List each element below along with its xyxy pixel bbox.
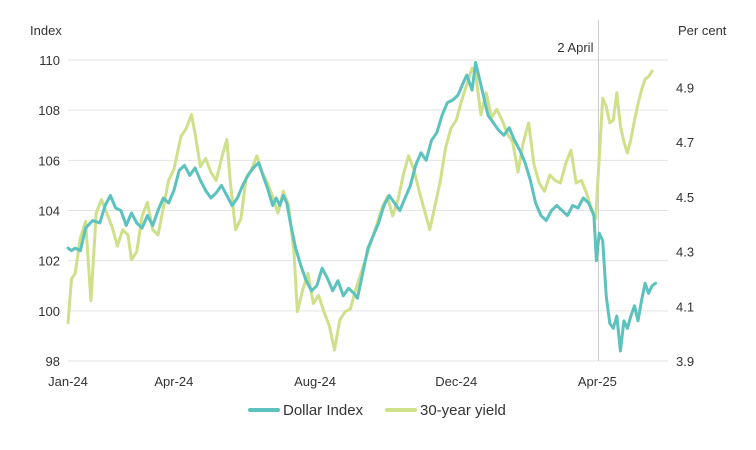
right-tick-label: 3.9 — [676, 354, 694, 369]
annotation-layer: 2 April — [557, 20, 599, 361]
x-tick-label: Aug-24 — [294, 374, 336, 389]
x-tick-label: Dec-24 — [435, 374, 477, 389]
x-tick-label: Jan-24 — [48, 374, 88, 389]
right-tick-label: 4.1 — [676, 299, 694, 314]
legend: Dollar Index 30-year yield — [248, 402, 506, 419]
x-tick-label: Apr-24 — [154, 374, 193, 389]
left-tick-label: 108 — [38, 103, 60, 118]
left-tick-label: 104 — [38, 204, 60, 219]
right-tick-label: 4.9 — [676, 80, 694, 95]
series-line-dollar-index — [66, 61, 658, 353]
annotation-label: 2 April — [557, 40, 593, 55]
axes: 98 100 102 104 106 108 110 3.9 4.1 4.3 4.5 4.7 4.9 Ja… — [38, 53, 694, 389]
right-tick-label: 4.7 — [676, 135, 694, 150]
left-tick-label: 110 — [39, 53, 60, 68]
x-tick-label: Apr-25 — [578, 374, 617, 389]
legend-label-dollar-index: Dollar Index — [283, 402, 364, 419]
right-tick-label: 4.3 — [676, 245, 694, 260]
right-tick-label: 4.5 — [676, 190, 694, 205]
gridlines — [68, 59, 668, 362]
left-axis-title: Index — [30, 23, 62, 38]
series-layer — [66, 61, 658, 353]
left-tick-label: 98 — [46, 354, 60, 369]
left-tick-label: 106 — [38, 153, 60, 168]
legend-label-30-year-yield: 30-year yield — [420, 402, 506, 419]
left-tick-label: 102 — [38, 254, 60, 269]
left-tick-label: 100 — [38, 304, 60, 319]
right-axis-title: Per cent — [678, 23, 727, 38]
